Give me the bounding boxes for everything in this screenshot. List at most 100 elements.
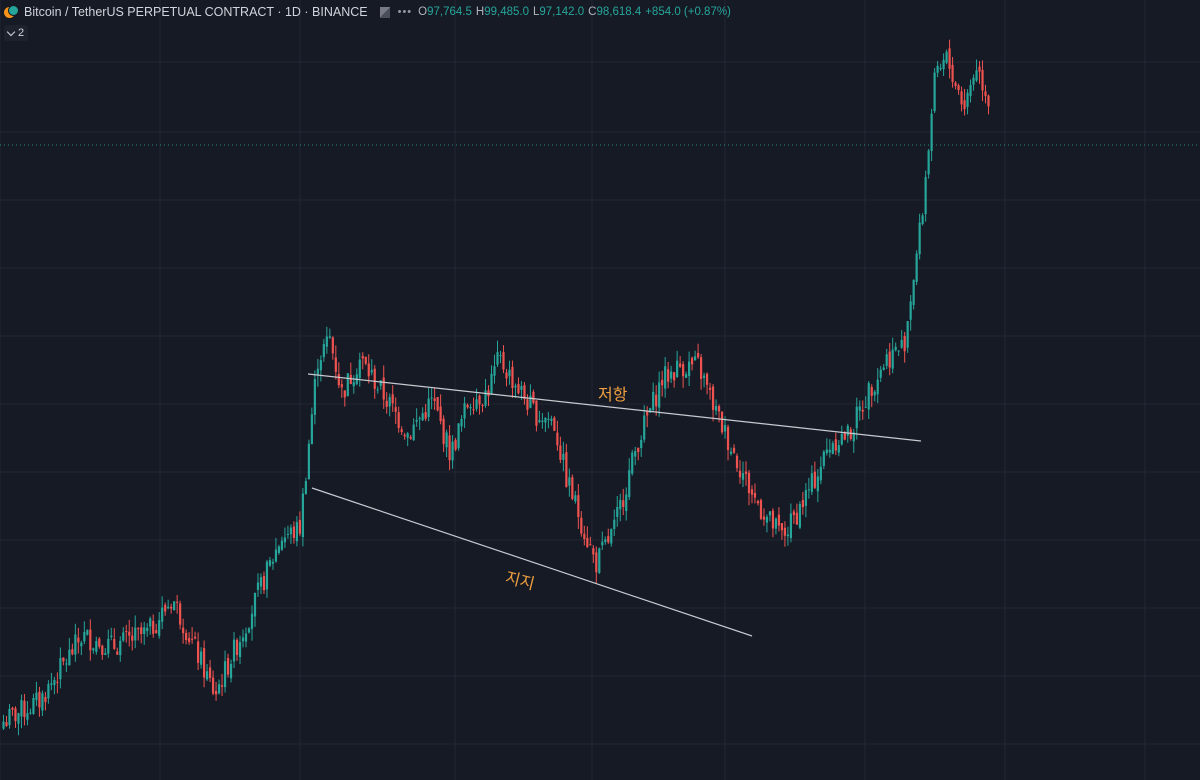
candle-up xyxy=(95,641,98,652)
candle-up xyxy=(268,560,272,566)
candle-down xyxy=(954,82,957,86)
candle-down xyxy=(771,510,775,529)
candle-up xyxy=(741,473,745,480)
candle-up xyxy=(20,700,23,717)
candle-down xyxy=(337,374,340,386)
candle-down xyxy=(466,404,469,408)
candle-down xyxy=(801,499,804,508)
candle-down xyxy=(705,373,709,385)
candle-down xyxy=(978,66,981,72)
candle-down xyxy=(442,418,445,444)
candle-up xyxy=(8,709,11,726)
candle-down xyxy=(113,639,116,649)
candle-down xyxy=(140,627,143,635)
candle-up xyxy=(280,540,284,550)
candle-up xyxy=(484,390,487,406)
candle-down xyxy=(343,390,346,398)
candle-down xyxy=(334,357,337,372)
candle-down xyxy=(77,637,80,643)
more-dots-icon[interactable]: ••• xyxy=(397,6,413,18)
candle-up xyxy=(418,418,421,420)
candle-up xyxy=(969,84,972,97)
candle-up xyxy=(702,375,706,378)
candle-up xyxy=(649,408,652,413)
candle-down xyxy=(813,471,816,488)
candle-up xyxy=(68,649,71,666)
candle-down xyxy=(397,412,400,429)
candle-up xyxy=(445,432,448,448)
candle-up xyxy=(897,350,900,352)
candle-down xyxy=(870,386,873,396)
candle-up xyxy=(810,473,813,492)
candle-up xyxy=(529,395,532,408)
candle-up xyxy=(271,561,275,564)
candle-down xyxy=(448,435,451,461)
candle-up xyxy=(876,379,879,395)
candle-up xyxy=(855,406,858,429)
candle-down xyxy=(981,69,984,91)
candle-up xyxy=(933,72,936,112)
candle-down xyxy=(155,630,158,634)
candle-down xyxy=(128,631,131,636)
candle-up xyxy=(74,634,77,655)
candle-down xyxy=(589,544,592,546)
candle-up xyxy=(562,453,565,460)
candle-up xyxy=(47,684,50,699)
candle-up xyxy=(17,713,20,724)
candle-up xyxy=(65,663,68,665)
candle-up xyxy=(598,548,601,573)
candle-up xyxy=(247,628,251,633)
candle-down xyxy=(523,385,526,400)
candle-down xyxy=(553,417,556,431)
support-trendline[interactable] xyxy=(311,487,753,637)
candle-up xyxy=(972,77,975,85)
candle-up xyxy=(469,407,472,409)
candle-down xyxy=(176,601,179,603)
indicators-toggle-button[interactable]: 2 xyxy=(4,25,29,41)
candle-down xyxy=(23,700,26,718)
candle-up xyxy=(828,449,831,453)
candle-up xyxy=(574,495,577,502)
resistance-label[interactable]: 저항 xyxy=(598,385,628,404)
candle-up xyxy=(310,414,313,445)
candle-up xyxy=(864,406,867,408)
candle-down xyxy=(735,455,739,469)
candle-up xyxy=(819,466,822,481)
candle-down xyxy=(526,399,529,410)
resistance-trendline[interactable] xyxy=(307,373,922,442)
candle-down xyxy=(963,100,966,110)
candle-down xyxy=(583,533,586,540)
candle-up xyxy=(840,433,843,445)
candle-down xyxy=(511,366,514,389)
candle-up xyxy=(601,541,604,546)
candle-up xyxy=(451,441,454,461)
low-value: 97,142.0 xyxy=(539,6,585,18)
candle-down xyxy=(777,514,781,526)
candle-down xyxy=(373,368,376,389)
candle-up xyxy=(104,653,107,655)
candle-up xyxy=(50,683,53,685)
candles-group xyxy=(2,39,990,736)
candle-down xyxy=(762,516,766,520)
symbol-legend: Bitcoin / TetherUS PERPETUAL CONTRACT · … xyxy=(4,3,731,21)
candle-up xyxy=(250,613,254,629)
flag-icon[interactable] xyxy=(379,6,390,18)
candle-down xyxy=(400,429,403,433)
candle-up xyxy=(688,361,691,377)
candle-down xyxy=(720,411,724,433)
candle-down xyxy=(646,411,649,416)
candle-up xyxy=(676,360,679,378)
candle-down xyxy=(197,641,200,663)
candle-up xyxy=(879,369,882,378)
candle-up xyxy=(161,607,164,622)
candle-up xyxy=(825,449,828,454)
symbol-title[interactable]: Bitcoin / TetherUS PERPETUAL CONTRACT · … xyxy=(24,5,368,19)
candle-up xyxy=(891,349,894,369)
candle-up xyxy=(328,336,331,338)
candle-up xyxy=(143,627,146,634)
candle-down xyxy=(170,606,173,609)
candle-up xyxy=(286,533,290,535)
